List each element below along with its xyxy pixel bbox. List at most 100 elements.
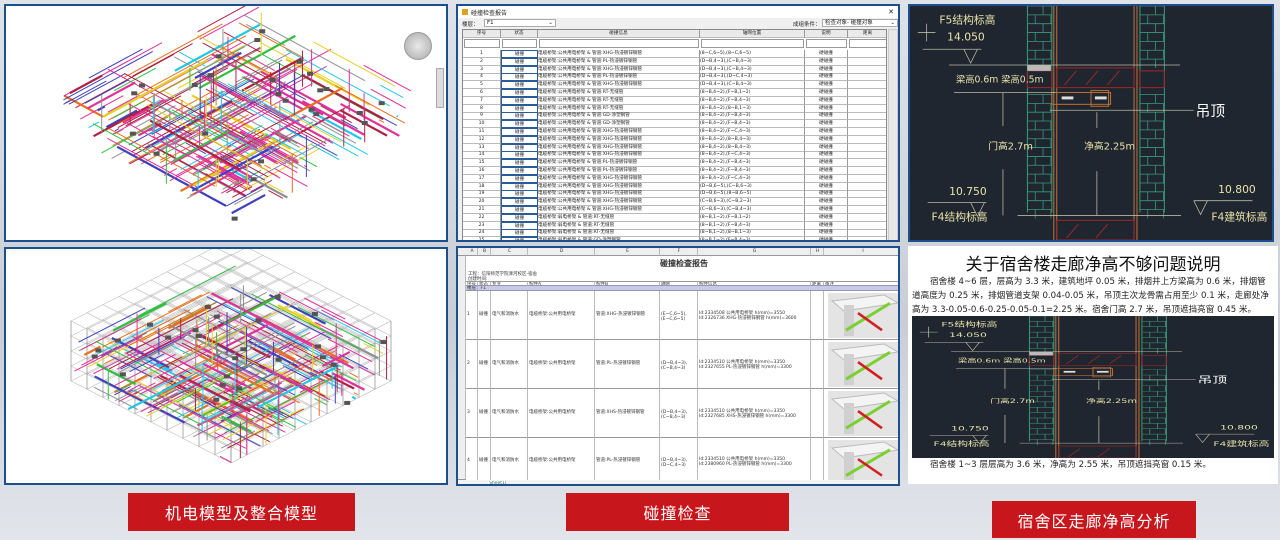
clash-info: 电缆桥架:公共用电桥架 & 管道:PL-热浸镀锌钢管 xyxy=(538,57,700,66)
cell: 1 xyxy=(466,291,478,340)
column-filter-input[interactable] xyxy=(539,39,699,48)
column-filter-input[interactable] xyxy=(701,39,804,48)
column-letter[interactable]: D xyxy=(528,248,595,256)
integrated-model-view[interactable] xyxy=(4,247,448,485)
clash-info: 电缆桥架:公共用电桥架 & 管道:PL-热浸镀锌钢管 xyxy=(538,167,700,175)
clash-report-spreadsheet[interactable]: A B C D E F G H I 碰撞检查报告 工程：信阳师范学院浉河校区-宿舍 创建时间: 序号 状态… xyxy=(456,246,900,486)
status-select[interactable]: 碰撞 xyxy=(501,135,538,144)
status-select[interactable]: 碰撞 xyxy=(501,167,538,175)
column-header[interactable]: 距离 xyxy=(848,30,886,38)
column-filter-input[interactable] xyxy=(806,39,847,48)
row-number: 1 xyxy=(463,50,501,58)
status-select[interactable]: 碰撞 xyxy=(501,237,538,240)
status-select[interactable]: 碰撞 xyxy=(501,112,538,121)
status-select[interactable]: 碰撞 xyxy=(501,143,538,152)
clash-table[interactable]: 序号 状态 碰撞信息 轴网位置 说明 距离 1 碰撞 电缆桥架:公共用电桥架 & 管道:XHG-… xyxy=(462,29,887,240)
clash-note: 硬碰撞 xyxy=(805,221,848,230)
clash-distance xyxy=(848,50,886,58)
clash-info: 电缆桥架:弱电桥架 & 管道:RT-无缝管 xyxy=(538,221,700,230)
navigation-bar[interactable] xyxy=(436,68,444,108)
clash-note: 硬碰撞 xyxy=(805,120,848,129)
clash-info: 电缆桥架:公共用电桥架 & 管道:RT-无缝管 xyxy=(538,104,700,113)
status-select[interactable]: 碰撞 xyxy=(501,57,538,66)
status-select[interactable]: 碰撞 xyxy=(501,65,538,74)
status-select[interactable]: 碰撞 xyxy=(501,73,538,82)
status-select[interactable]: 碰撞 xyxy=(501,206,538,214)
column-header[interactable]: 碰撞信息 xyxy=(538,30,700,38)
column-letter[interactable]: H xyxy=(811,248,824,256)
clash-note: 硬碰撞 xyxy=(805,112,848,121)
status-select[interactable]: 碰撞 xyxy=(501,182,538,191)
cell: 管道:XHG-热浸镀锌钢管 xyxy=(595,291,660,340)
column-letter[interactable]: E xyxy=(595,248,660,256)
grid-location: (8~B,1~2),(8~B,1~3) xyxy=(700,229,805,238)
status-select[interactable]: 碰撞 xyxy=(501,229,538,238)
column-letter[interactable]: B xyxy=(478,248,491,256)
column-letter[interactable]: C xyxy=(491,248,528,256)
clash-note: 硬碰撞 xyxy=(805,128,848,136)
grid-location: (C~B,6~3),(C~B,2~3) xyxy=(700,198,805,207)
clash-note: 硬碰撞 xyxy=(805,237,848,240)
clash-distance xyxy=(848,120,886,129)
pipe-network xyxy=(70,249,392,464)
cell: 碰撞 xyxy=(478,389,491,438)
column-letter[interactable]: G xyxy=(698,248,811,256)
status-select[interactable]: 碰撞 xyxy=(501,190,538,199)
column-header[interactable]: 状态 xyxy=(501,30,538,38)
clash-distance xyxy=(848,206,886,214)
integrated-model-3d[interactable] xyxy=(6,249,446,483)
clash-info: 电缆桥架:公共用电桥架 & 管道:XHG-热浸镀锌钢管 xyxy=(538,128,700,136)
cell[interactable]: 电缆桥架:公共用电桥架 xyxy=(528,438,595,484)
clash-info: 电缆桥架:公共用电桥架 & 管道:XHG-热浸镀锌钢管 xyxy=(538,198,700,207)
group-value: 检查对象- 碰撞对象 xyxy=(825,20,873,26)
sheet-tab[interactable]: Sheet1 xyxy=(488,481,506,486)
grid-location: (D~B,4~3),(D~C,4~3) xyxy=(700,73,805,82)
row-number: 5 xyxy=(463,81,501,90)
cell[interactable]: 电缆桥架:公共用电桥架 xyxy=(528,340,595,389)
view-cube[interactable] xyxy=(404,32,432,60)
vertical-scrollbar[interactable] xyxy=(888,29,898,240)
grid-location: (8~B,4~2),(F~B,4~3) xyxy=(700,96,805,105)
status-select[interactable]: 碰撞 xyxy=(501,50,538,58)
column-letter[interactable]: I xyxy=(824,248,898,256)
status-select[interactable]: 碰撞 xyxy=(501,104,538,113)
clash-distance xyxy=(848,144,886,152)
status-select[interactable]: 碰撞 xyxy=(501,81,538,90)
column-letter[interactable]: F xyxy=(660,248,698,256)
column-letter[interactable]: A xyxy=(466,248,478,256)
status-select[interactable]: 碰撞 xyxy=(501,128,538,136)
status-select[interactable]: 碰撞 xyxy=(501,120,538,129)
column-header[interactable]: 序号 xyxy=(463,30,501,38)
status-select[interactable]: 碰撞 xyxy=(501,213,538,222)
column-filter-input[interactable] xyxy=(849,39,886,48)
cad-section-view[interactable]: F5结构标高 14.050 梁高0.6m 梁高0.5m 吊顶 门高2.7m 净高… xyxy=(908,4,1274,242)
cell: (E~C,6~5),(E~C,6~5) xyxy=(660,291,698,340)
status-select[interactable]: 碰撞 xyxy=(501,96,538,105)
element-info-cell: Id:2334510 公共用电桥架 h(mm)=3350 Id:2327655 P… xyxy=(698,340,811,389)
status-select[interactable]: 碰撞 xyxy=(501,198,538,207)
mep-model-3d[interactable] xyxy=(6,6,446,240)
column-filter-input[interactable] xyxy=(464,39,500,48)
close-icon[interactable]: ✕ xyxy=(888,8,894,16)
explanation-document: 关于宿舍楼走廊净高不够问题说明 宿舍楼 4~6 层，层高为 3.3 米，建筑地坪… xyxy=(908,246,1278,484)
clash-distance xyxy=(848,229,886,238)
status-select[interactable]: 碰撞 xyxy=(501,89,538,97)
project-name: 工程：信阳师范学院浉河校区-宿舍 xyxy=(468,272,538,277)
clash-distance xyxy=(848,237,886,240)
group-select[interactable]: 检查对象- 碰撞对象 ⌄ xyxy=(822,19,898,27)
cell[interactable]: 电缆桥架:公共用电桥架 xyxy=(528,389,595,438)
grid-location: (8~B,4~2),(F~B,4~3) xyxy=(700,112,805,121)
mep-model-view[interactable] xyxy=(4,4,448,242)
status-select[interactable]: 碰撞 xyxy=(501,159,538,168)
row-number: 3 xyxy=(463,65,501,74)
column-filter-input[interactable] xyxy=(502,39,537,48)
status-select[interactable]: 碰撞 xyxy=(501,151,538,160)
column-header[interactable]: 说明 xyxy=(805,30,848,38)
floor-select[interactable]: F1 ⌄ xyxy=(484,19,556,27)
clash-note: 硬碰撞 xyxy=(805,96,848,105)
cell[interactable]: 电缆桥架:公共用电桥架 xyxy=(528,291,595,340)
column-header[interactable]: 轴网位置 xyxy=(700,30,805,38)
status-select[interactable]: 碰撞 xyxy=(501,174,538,183)
brick-walls xyxy=(1028,315,1167,445)
status-select[interactable]: 碰撞 xyxy=(501,221,538,230)
